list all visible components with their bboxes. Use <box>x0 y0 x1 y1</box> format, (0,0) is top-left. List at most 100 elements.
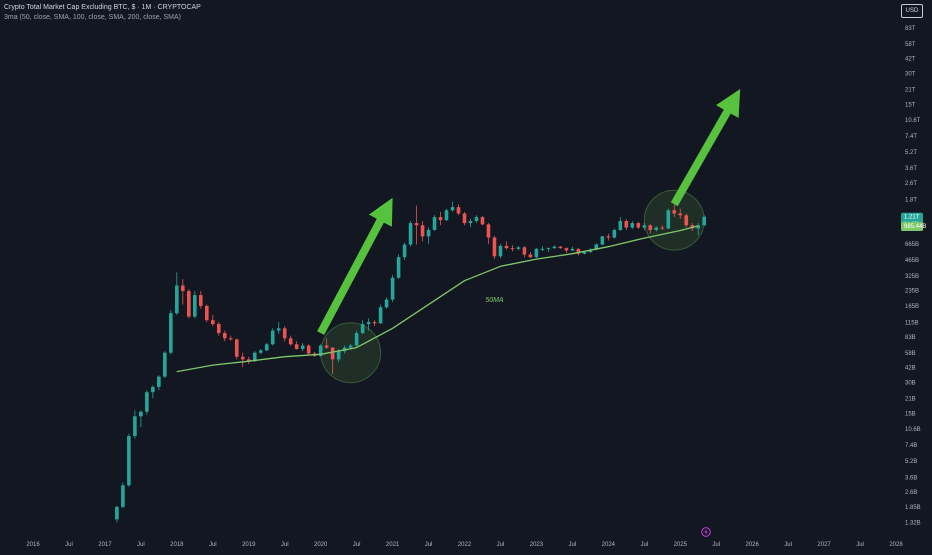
candle[interactable] <box>270 328 275 346</box>
candle[interactable] <box>372 320 377 327</box>
candle[interactable] <box>306 344 311 355</box>
candle[interactable] <box>408 221 413 247</box>
candle[interactable] <box>145 390 149 415</box>
candle[interactable] <box>414 205 419 245</box>
candle[interactable] <box>210 314 215 327</box>
candle[interactable] <box>169 310 173 355</box>
candle[interactable] <box>642 223 647 230</box>
candle[interactable] <box>222 330 227 342</box>
candle[interactable] <box>684 213 689 228</box>
candle[interactable] <box>450 201 455 212</box>
candle[interactable] <box>193 291 197 319</box>
candle[interactable] <box>528 252 533 259</box>
candle[interactable] <box>300 343 305 352</box>
candle[interactable] <box>540 245 545 252</box>
candle[interactable] <box>288 335 293 346</box>
candle[interactable] <box>396 254 401 280</box>
candle[interactable] <box>354 330 359 347</box>
candle[interactable] <box>672 204 677 218</box>
candle[interactable] <box>666 208 671 229</box>
candle[interactable] <box>654 226 659 232</box>
candle[interactable] <box>480 216 485 226</box>
candle[interactable] <box>492 235 497 260</box>
candle[interactable] <box>702 215 707 227</box>
candle[interactable] <box>426 227 431 244</box>
candle[interactable] <box>151 385 155 399</box>
candle[interactable] <box>420 221 425 242</box>
candle[interactable] <box>564 247 569 253</box>
candle-body <box>654 227 659 230</box>
currency-button[interactable]: USD <box>901 4 923 18</box>
ma-value-label[interactable]: 985.44B <box>901 221 926 231</box>
candle[interactable] <box>498 243 503 259</box>
candle[interactable] <box>468 219 473 228</box>
candle[interactable] <box>624 219 629 230</box>
candle[interactable] <box>432 215 437 231</box>
candle[interactable] <box>576 248 581 256</box>
candle[interactable] <box>175 272 179 315</box>
indicator-label[interactable]: 3ma (50, close, SMA, 100, close, SMA, 20… <box>4 14 182 21</box>
candle[interactable] <box>660 225 665 230</box>
candle[interactable] <box>228 335 233 341</box>
candle[interactable] <box>127 433 131 487</box>
candle[interactable] <box>612 228 617 239</box>
candle-body <box>408 223 413 245</box>
candle[interactable] <box>534 248 539 259</box>
candle[interactable] <box>181 279 185 305</box>
candle[interactable] <box>324 338 329 349</box>
candle[interactable] <box>115 505 119 523</box>
candle[interactable] <box>187 289 191 319</box>
candle[interactable] <box>570 246 575 252</box>
candle[interactable] <box>552 245 557 249</box>
candle[interactable] <box>474 215 479 224</box>
candle[interactable] <box>600 235 605 246</box>
candle[interactable] <box>139 410 143 428</box>
candle[interactable] <box>294 341 299 350</box>
candle[interactable] <box>558 245 563 249</box>
ma-50-line[interactable] <box>176 225 699 373</box>
candle[interactable] <box>504 241 509 250</box>
candle[interactable] <box>444 208 449 222</box>
up-arrow[interactable] <box>317 197 393 335</box>
candle[interactable] <box>121 482 125 509</box>
lightning-icon[interactable] <box>701 524 711 537</box>
candle[interactable] <box>522 245 527 258</box>
candle[interactable] <box>199 291 203 309</box>
candle[interactable] <box>630 221 635 229</box>
candle[interactable] <box>163 351 167 378</box>
candle[interactable] <box>438 211 443 226</box>
candle[interactable] <box>648 224 653 234</box>
candle[interactable] <box>157 375 161 391</box>
candle[interactable] <box>456 204 461 216</box>
up-arrow[interactable] <box>670 89 741 207</box>
candle[interactable] <box>636 221 641 229</box>
candle[interactable] <box>264 343 269 352</box>
candle[interactable] <box>486 223 491 244</box>
candle[interactable] <box>360 320 365 335</box>
candle[interactable] <box>276 322 281 335</box>
candle[interactable] <box>402 242 407 261</box>
candle[interactable] <box>216 322 221 336</box>
candle[interactable] <box>546 247 551 253</box>
candle[interactable] <box>246 356 251 365</box>
candle[interactable] <box>606 233 611 241</box>
candle[interactable] <box>390 274 395 303</box>
candle[interactable] <box>133 410 137 439</box>
candle[interactable] <box>258 348 263 355</box>
candle[interactable] <box>462 211 467 226</box>
candle[interactable] <box>516 245 521 251</box>
candle[interactable] <box>204 304 209 323</box>
candle[interactable] <box>234 338 239 360</box>
candle[interactable] <box>384 297 389 309</box>
candle[interactable] <box>696 223 701 236</box>
candle[interactable] <box>240 352 245 368</box>
candle[interactable] <box>618 217 623 231</box>
symbol-title[interactable]: Crypto Total Market Cap Excluding BTC, $… <box>4 4 201 11</box>
candle[interactable] <box>378 304 383 325</box>
candle[interactable] <box>282 326 287 342</box>
candle[interactable] <box>678 208 683 220</box>
candle[interactable] <box>366 318 371 331</box>
candle[interactable] <box>510 245 515 252</box>
